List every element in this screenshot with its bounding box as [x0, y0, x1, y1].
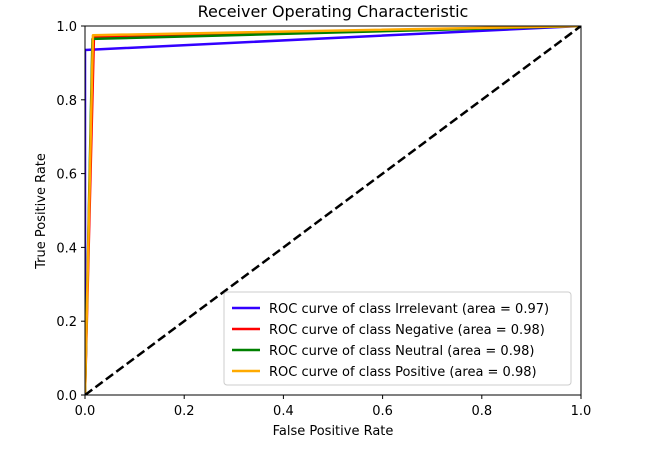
legend-entry-3: ROC curve of class Positive (area = 0.98…	[269, 365, 537, 380]
y-axis-label: True Positive Rate	[34, 153, 49, 270]
x-tick-label: 1.0	[571, 404, 592, 419]
plot-frame	[84, 25, 582, 396]
y-tick-label: 0.0	[56, 389, 77, 404]
axis-ticks: 0.0 0.2 0.4 0.6 0.8 1.0 0.0 0.2 0.4 0.6 0.8 1.0	[56, 20, 591, 419]
roc-line-series-3	[85, 26, 581, 395]
x-tick-label: 0.6	[372, 404, 393, 419]
legend-entry-1: ROC curve of class Negative (area = 0.98…	[269, 323, 545, 338]
x-tick-label: 0.8	[471, 404, 492, 419]
legend-entry-2: ROC curve of class Neutral (area = 0.98)	[269, 344, 534, 359]
y-tick-label: 0.4	[56, 241, 77, 256]
legend-box	[223, 291, 572, 386]
y-tick-label: 0.8	[56, 94, 77, 109]
y-tick-label: 1.0	[56, 20, 77, 35]
roc-line-series-0	[85, 26, 581, 395]
reference-diagonal-line	[85, 26, 581, 395]
chart-title: Receiver Operating Characteristic	[198, 2, 469, 21]
plot-area	[85, 26, 581, 395]
x-tick-label: 0.0	[75, 404, 96, 419]
y-tick-label: 0.6	[56, 168, 77, 183]
x-tick-label: 0.2	[174, 404, 195, 419]
x-tick-label: 0.4	[273, 404, 294, 419]
legend: ROC curve of class Irrelevant (area = 0.…	[223, 291, 572, 386]
legend-entry-0: ROC curve of class Irrelevant (area = 0.…	[269, 302, 549, 317]
y-tick-label: 0.2	[56, 315, 77, 330]
x-axis-label: False Positive Rate	[273, 424, 394, 439]
